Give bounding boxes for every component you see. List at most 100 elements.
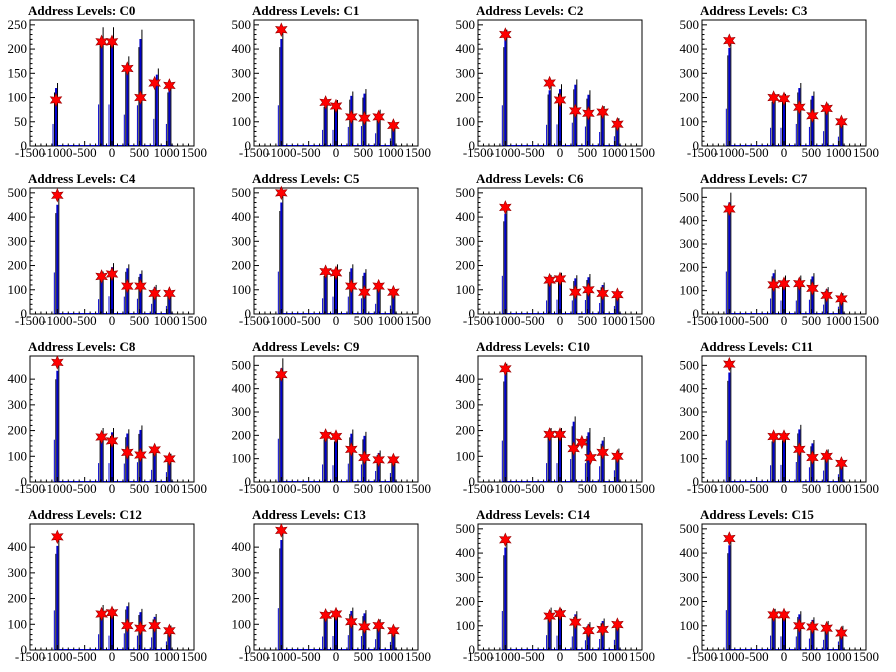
- y-tick-label: 300: [456, 233, 476, 248]
- x-tick-label: 0: [557, 649, 564, 664]
- x-tick-label: -1000: [714, 649, 744, 664]
- y-tick-label: 400: [8, 371, 28, 386]
- y-tick-label: 400: [680, 213, 700, 228]
- red-star-icon: [806, 281, 819, 296]
- x-tick-label: -1500: [687, 649, 717, 664]
- red-star-icon: [345, 109, 358, 125]
- red-star-icon: [121, 61, 134, 76]
- x-tick-label: 0: [781, 649, 788, 664]
- y-tick-label: 500: [232, 185, 252, 200]
- chart-panel: Address Levels: C0 0 50 100 150 200 250 -1500 -1…: [0, 0, 224, 168]
- chart-title: Address Levels: C15: [700, 507, 814, 522]
- chart-svg: 0 100 200 300 400 -1500-1000 -500 0 500 1000 1500: [232, 523, 431, 664]
- red-star-icon: [319, 608, 332, 623]
- histogram-peak: [770, 93, 776, 146]
- x-tick-label: 500: [802, 481, 822, 496]
- x-tick-label: 1000: [154, 313, 180, 328]
- x-tick-label: -500: [73, 481, 97, 496]
- chart-panel: Address Levels: C10 0 100 200 300 400 -1500 -10…: [448, 336, 672, 504]
- red-star-icon: [553, 271, 567, 287]
- x-tick-label: 1000: [154, 145, 180, 160]
- red-star-icon: [387, 284, 400, 300]
- x-tick-label: 500: [354, 481, 374, 496]
- x-tick-label: 1000: [602, 481, 628, 496]
- histogram-peak: [501, 204, 508, 314]
- red-star-icon: [543, 272, 556, 288]
- x-tick-label: -1000: [266, 481, 296, 496]
- histogram-peak: [98, 27, 104, 146]
- chart-panel: Address Levels: C11 0 100 200 300 400 500 -1500…: [672, 336, 896, 504]
- y-tick-label: 300: [456, 569, 476, 584]
- chart-title: Address Levels: C13: [252, 507, 366, 522]
- y-tick-label: 500: [456, 185, 476, 200]
- histogram-peak: [136, 270, 143, 314]
- red-star-icon: [329, 98, 343, 114]
- histogram-peak: [725, 363, 732, 482]
- y-tick-label: 100: [680, 283, 700, 298]
- y-tick-label: 300: [232, 565, 252, 580]
- y-tick-label: 200: [680, 90, 700, 105]
- red-star-icon: [134, 278, 147, 294]
- red-star-icon: [345, 442, 358, 457]
- x-tick-label: 0: [781, 145, 788, 160]
- x-tick-label: -1500: [239, 481, 269, 496]
- x-tick-label: 1000: [602, 145, 628, 160]
- histogram-peak: [151, 614, 157, 650]
- red-star-icon: [358, 619, 371, 635]
- red-star-icon: [275, 185, 288, 201]
- red-star-icon: [569, 614, 582, 630]
- y-tick-label: 500: [232, 357, 252, 372]
- red-star-icon: [51, 188, 64, 203]
- y-tick-label: 400: [680, 381, 700, 396]
- histogram-peak: [770, 434, 776, 482]
- red-star-icon: [582, 623, 595, 638]
- x-tick-label: -500: [297, 481, 321, 496]
- chart-svg: 0 100 200 300 400 500 -1500-1000 -500 0 500 1000 15…: [680, 17, 880, 160]
- x-tick-label: -500: [297, 313, 321, 328]
- x-tick-label: -500: [745, 481, 769, 496]
- y-tick-label: 500: [680, 521, 700, 536]
- histogram-peak: [546, 85, 552, 146]
- y-tick-label: 200: [8, 41, 28, 56]
- x-tick-label: -1500: [15, 481, 45, 496]
- y-tick-label: 200: [8, 423, 28, 438]
- red-star-icon: [163, 286, 176, 301]
- red-star-icon: [499, 361, 512, 377]
- x-tick-label: -1500: [239, 649, 269, 664]
- y-tick-label: 200: [232, 591, 252, 606]
- x-tick-label: 500: [354, 313, 374, 328]
- red-star-icon: [723, 356, 736, 372]
- x-tick-label: 1500: [181, 481, 207, 496]
- chart-svg: 0 100 200 300 400 500 -1500-1000 -500 0 500 1000 15…: [456, 521, 656, 664]
- y-tick-label: 0: [245, 306, 252, 321]
- x-tick-label: -1500: [687, 313, 717, 328]
- red-star-icon: [611, 617, 624, 632]
- red-star-icon: [806, 108, 819, 123]
- red-star-icon: [121, 445, 134, 460]
- x-tick-label: 1000: [378, 313, 404, 328]
- x-tick-label: -500: [745, 649, 769, 664]
- y-tick-label: 100: [680, 451, 700, 466]
- red-star-icon: [723, 201, 736, 217]
- chart-title: Address Levels: C11: [700, 339, 814, 354]
- x-tick-label: 1000: [378, 649, 404, 664]
- x-tick-label: 1000: [826, 481, 852, 496]
- red-star-icon: [793, 276, 806, 291]
- y-tick-label: 200: [8, 591, 28, 606]
- x-tick-label: -1500: [687, 145, 717, 160]
- histogram-peak: [780, 433, 786, 482]
- chart-panel: Address Levels: C13 0 100 200 300 400 -1500 -10…: [224, 504, 448, 672]
- x-tick-label: -1000: [42, 649, 72, 664]
- red-star-icon: [95, 34, 108, 50]
- x-tick-label: -1000: [714, 145, 744, 160]
- x-tick-label: -1000: [714, 481, 744, 496]
- x-tick-label: 0: [557, 145, 564, 160]
- x-tick-label: 0: [557, 313, 564, 328]
- x-tick-label: 500: [354, 145, 374, 160]
- x-tick-label: -1000: [490, 649, 520, 664]
- y-tick-label: 500: [680, 17, 700, 32]
- y-tick-label: 500: [8, 185, 28, 200]
- red-star-icon: [553, 427, 567, 442]
- red-star-icon: [358, 110, 371, 126]
- y-tick-label: 200: [456, 90, 476, 105]
